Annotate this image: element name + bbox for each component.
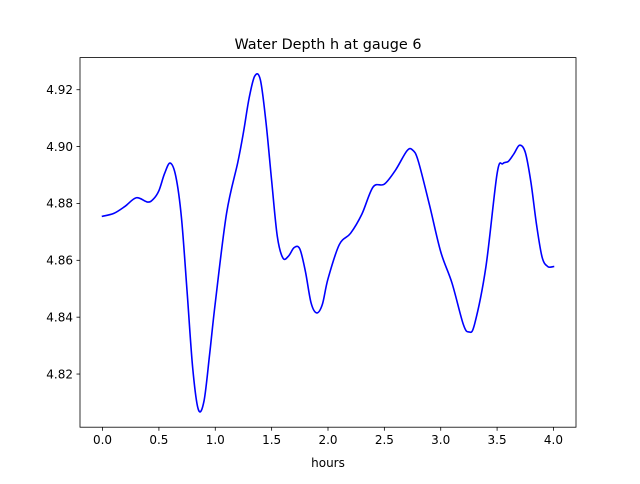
chart-title: Water Depth h at gauge 6	[234, 37, 421, 53]
series-layer	[101, 73, 555, 413]
x-tick-label: 2.0	[318, 433, 337, 447]
x-tick-label: 0.5	[149, 433, 168, 447]
y-tick-label: 4.86	[46, 254, 73, 268]
y-tick-label: 4.90	[46, 140, 73, 154]
y-tick-label: 4.82	[46, 367, 73, 381]
series-line-0	[101, 73, 555, 413]
x-tick-label: 3.0	[431, 433, 450, 447]
x-tick-label: 3.5	[488, 433, 507, 447]
y-tick-label: 4.84	[46, 310, 73, 324]
plot-area	[80, 57, 576, 428]
x-axis-ticks: 0.0 0.5 1.0 1.5 2.0 2.5 3.0 3.5 4.0	[93, 427, 563, 447]
x-tick-label: 1.5	[262, 433, 281, 447]
x-tick-label: 4.0	[544, 433, 563, 447]
x-tick-label: 1.0	[206, 433, 225, 447]
x-tick-label: 0.0	[93, 433, 112, 447]
y-axis-ticks: 4.82 4.84 4.86 4.88 4.90 4.92	[46, 83, 80, 381]
y-tick-label: 4.92	[46, 83, 73, 97]
x-tick-label: 2.5	[375, 433, 394, 447]
plot-frame	[79, 57, 577, 428]
x-axis-label: hours	[311, 456, 345, 470]
y-tick-label: 4.88	[46, 197, 73, 211]
